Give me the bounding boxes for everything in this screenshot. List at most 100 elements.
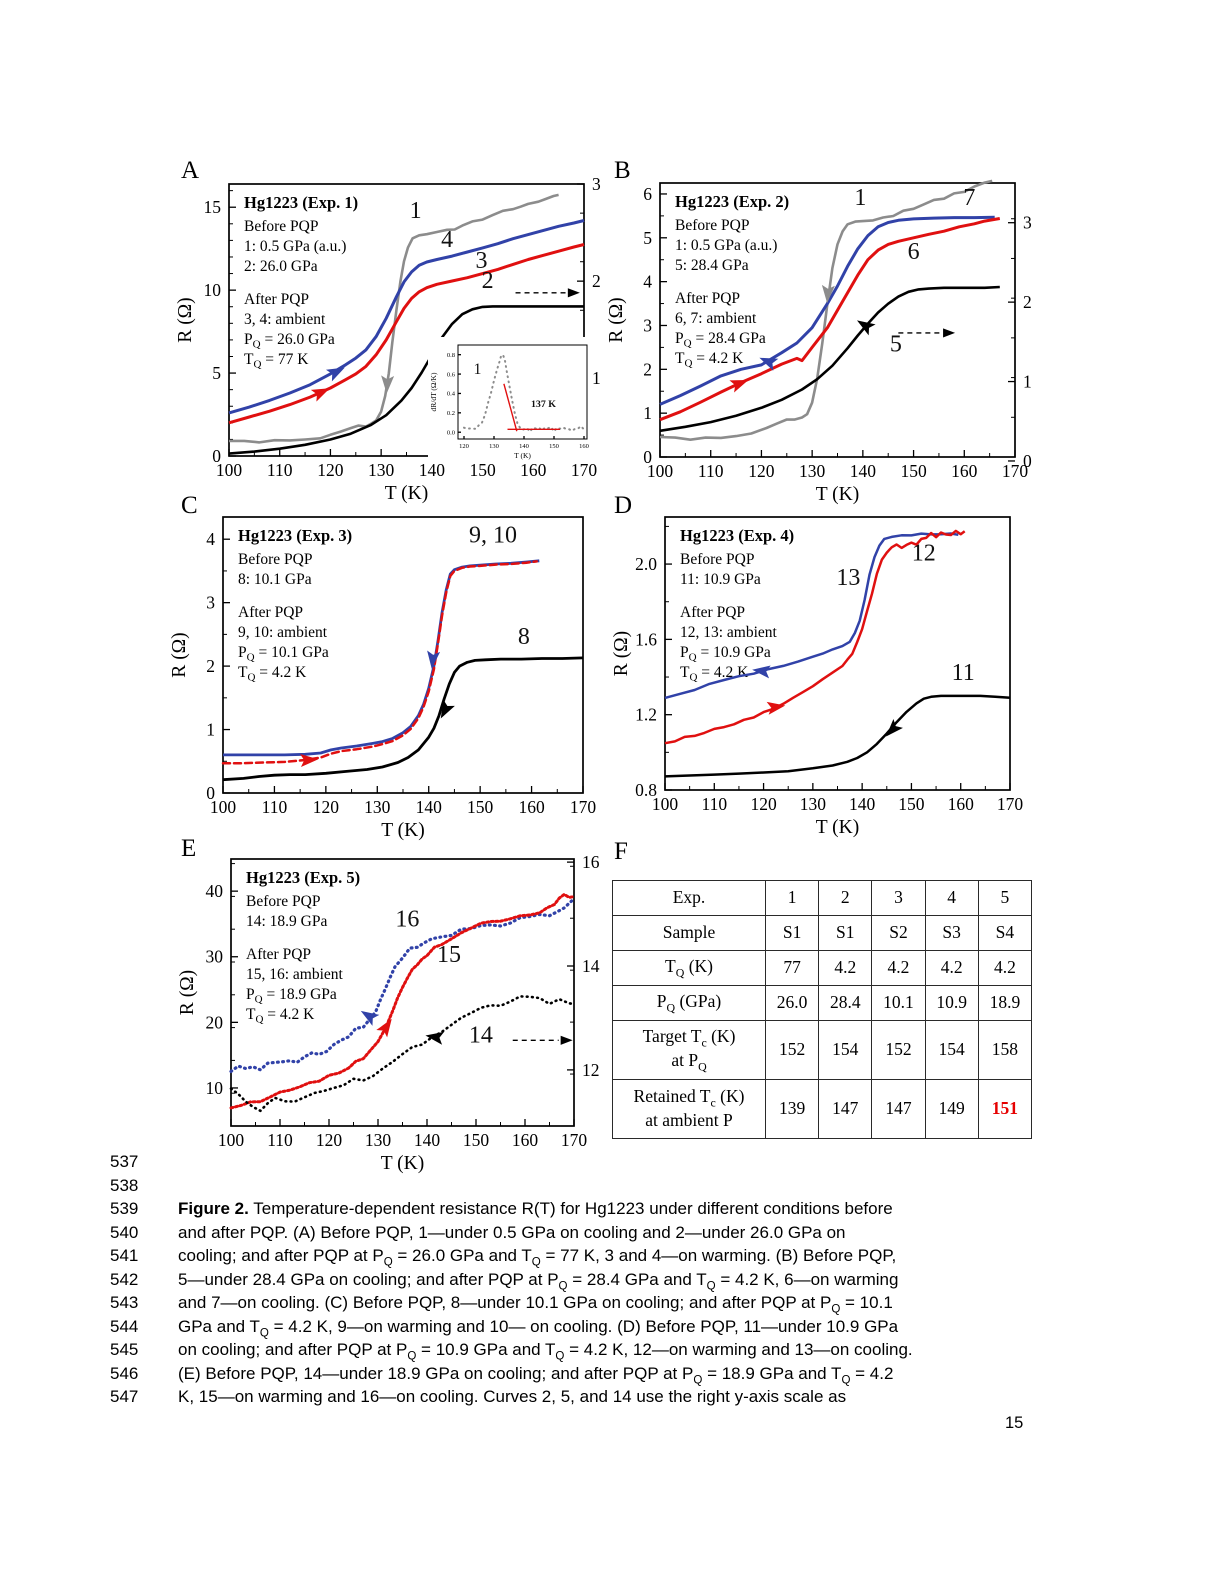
svg-text:15: 15	[204, 197, 222, 217]
svg-text:7: 7	[963, 185, 975, 211]
svg-text:120: 120	[313, 797, 340, 817]
chart-panel-b: 100 110 120 130 140 150 160 170 T (K) 0 1 2 3 4 5 6 0 1 2 3…	[606, 179, 1032, 505]
table-row: Retained Tc (K) at ambient P 139 147 147 149 1…	[612, 1079, 1033, 1139]
table-row-label: Exp.	[612, 880, 766, 916]
results-table: Exp. 1 2 3 4 5 Sample S1 S1 S2 S3 S4 TQ (K) 77 4.2 4.2 4…	[612, 880, 1033, 1139]
svg-text:After PQP: After PQP	[244, 291, 309, 308]
svg-text:150: 150	[469, 460, 496, 480]
table-row: Sample S1 S1 S2 S3 S4	[612, 915, 1033, 951]
svg-text:4: 4	[643, 272, 652, 292]
svg-text:2: 2	[592, 271, 601, 291]
table-cell: 10.1	[871, 985, 926, 1021]
line-number: 538	[110, 1175, 139, 1195]
svg-text:TQ = 77 K: TQ = 77 K	[244, 351, 309, 370]
caption-line: 541 cooling; and after PQP at PQ = 26.0 G…	[110, 1244, 913, 1268]
panel-C: 100 110 120 130 140 150 160 170 T (K) 0 1 2 3 4 R (Ω) H…	[169, 516, 596, 841]
table-cell: 139	[764, 1079, 820, 1139]
svg-text:0: 0	[206, 783, 215, 803]
table-cell: 4.2	[977, 950, 1033, 986]
svg-text:110: 110	[262, 797, 288, 817]
svg-text:PQ = 10.9 GPa: PQ = 10.9 GPa	[680, 644, 771, 663]
svg-text:120: 120	[317, 460, 344, 480]
curve-15	[229, 892, 576, 1110]
svg-text:140: 140	[416, 797, 443, 817]
caption-text: 5—under 28.4 GPa on cooling; and after P…	[178, 1269, 899, 1292]
svg-text:16: 16	[582, 852, 600, 872]
caption-line: 538	[110, 1174, 913, 1198]
svg-text:2: 2	[1023, 292, 1032, 312]
svg-text:100: 100	[216, 460, 243, 480]
svg-text:0: 0	[212, 446, 221, 466]
svg-text:After PQP: After PQP	[680, 604, 745, 621]
svg-text:150: 150	[898, 794, 925, 814]
svg-text:Hg1223 (Exp. 1): Hg1223 (Exp. 1)	[244, 193, 358, 212]
caption-line: 544 GPa and TQ = 4.2 K, 9—on warming and …	[110, 1315, 913, 1339]
svg-text:130: 130	[800, 794, 827, 814]
svg-text:Before PQP: Before PQP	[675, 217, 749, 234]
svg-text:3: 3	[206, 593, 215, 613]
table-row-label: Target Tc (K) at PQ	[612, 1020, 766, 1080]
svg-text:1: 0.5 GPa (a.u.): 1: 0.5 GPa (a.u.)	[675, 237, 777, 254]
svg-text:100: 100	[647, 461, 674, 481]
svg-text:T (K): T (K)	[816, 817, 860, 838]
svg-text:170: 170	[1002, 461, 1029, 481]
svg-text:TQ = 4.2 K: TQ = 4.2 K	[238, 664, 307, 683]
table-cell: 152	[871, 1020, 926, 1080]
svg-text:After PQP: After PQP	[238, 604, 303, 621]
svg-text:R (Ω): R (Ω)	[606, 297, 627, 342]
svg-text:110: 110	[698, 461, 724, 481]
caption-line: 545 on cooling; and after PQP at PQ = 10.…	[110, 1338, 913, 1362]
svg-text:15: 15	[437, 942, 461, 968]
svg-text:1: 1	[206, 720, 215, 740]
svg-text:130: 130	[365, 1130, 392, 1150]
caption-line: 537	[110, 1150, 913, 1174]
caption-line: 542 5—under 28.4 GPa on cooling; and afte…	[110, 1268, 913, 1292]
svg-text:PQ = 28.4 GPa: PQ = 28.4 GPa	[675, 330, 766, 349]
svg-text:110: 110	[267, 1130, 293, 1150]
svg-text:TQ = 4.2 K: TQ = 4.2 K	[680, 664, 749, 683]
svg-text:170: 170	[561, 1130, 588, 1150]
svg-text:T (K): T (K)	[381, 1153, 425, 1174]
svg-text:T (K): T (K)	[385, 483, 429, 504]
panel-letter-f: F	[614, 838, 628, 865]
svg-text:1: 1	[854, 185, 866, 211]
svg-text:120: 120	[750, 794, 777, 814]
svg-text:1: 1	[643, 403, 652, 423]
svg-text:R (Ω): R (Ω)	[177, 970, 198, 1015]
line-number: 545	[110, 1340, 139, 1359]
table-row-label: Retained Tc (K) at ambient P	[612, 1079, 766, 1139]
table-row-label: Sample	[612, 915, 766, 951]
caption-text: and after PQP. (A) Before PQP, 1—under 0…	[178, 1222, 846, 1242]
svg-text:0.8: 0.8	[447, 352, 455, 359]
table-cell: S1	[818, 915, 873, 951]
table-cell: 3	[871, 880, 926, 916]
svg-text:10: 10	[204, 280, 222, 300]
table-cell: 158	[977, 1020, 1033, 1080]
table-cell: 28.4	[818, 985, 873, 1021]
caption-line: 543 and 7—on cooling. (C) Before PQP, 8—u…	[110, 1291, 913, 1315]
svg-text:140: 140	[519, 443, 529, 450]
svg-text:1: 1	[410, 198, 422, 224]
caption-text: (E) Before PQP, 14—under 18.9 GPa on coo…	[178, 1363, 894, 1386]
svg-text:15, 16: ambient: 15, 16: ambient	[246, 966, 344, 983]
svg-text:20: 20	[206, 1012, 224, 1032]
curve-12	[664, 529, 966, 745]
figure-caption: 537 538 539 Figure 2. Temperature-dependent…	[110, 1150, 913, 1409]
table-cell: 1	[764, 880, 820, 916]
svg-text:Hg1223 (Exp. 4): Hg1223 (Exp. 4)	[680, 526, 794, 545]
curve-16	[229, 899, 574, 1073]
svg-text:170: 170	[997, 794, 1024, 814]
svg-text:2: 2	[482, 268, 494, 294]
svg-text:160: 160	[951, 461, 978, 481]
caption-text: cooling; and after PQP at PQ = 26.0 GPa …	[178, 1246, 897, 1269]
svg-text:6: 6	[908, 239, 920, 265]
panel-letter-a: A	[181, 157, 200, 184]
table-cell: S1	[764, 915, 820, 951]
svg-text:100: 100	[210, 797, 237, 817]
svg-text:3, 4: ambient: 3, 4: ambient	[244, 311, 326, 328]
chart-panel-d: 100 110 120 130 140 150 160 170 T (K) 0.8 1.2 1.6 2.…	[611, 516, 1024, 838]
table-cell: S3	[924, 915, 979, 951]
curve-fit-line-1	[503, 383, 518, 432]
svg-text:11: 10.9 GPa: 11: 10.9 GPa	[680, 571, 761, 588]
svg-text:T (K): T (K)	[381, 820, 425, 841]
